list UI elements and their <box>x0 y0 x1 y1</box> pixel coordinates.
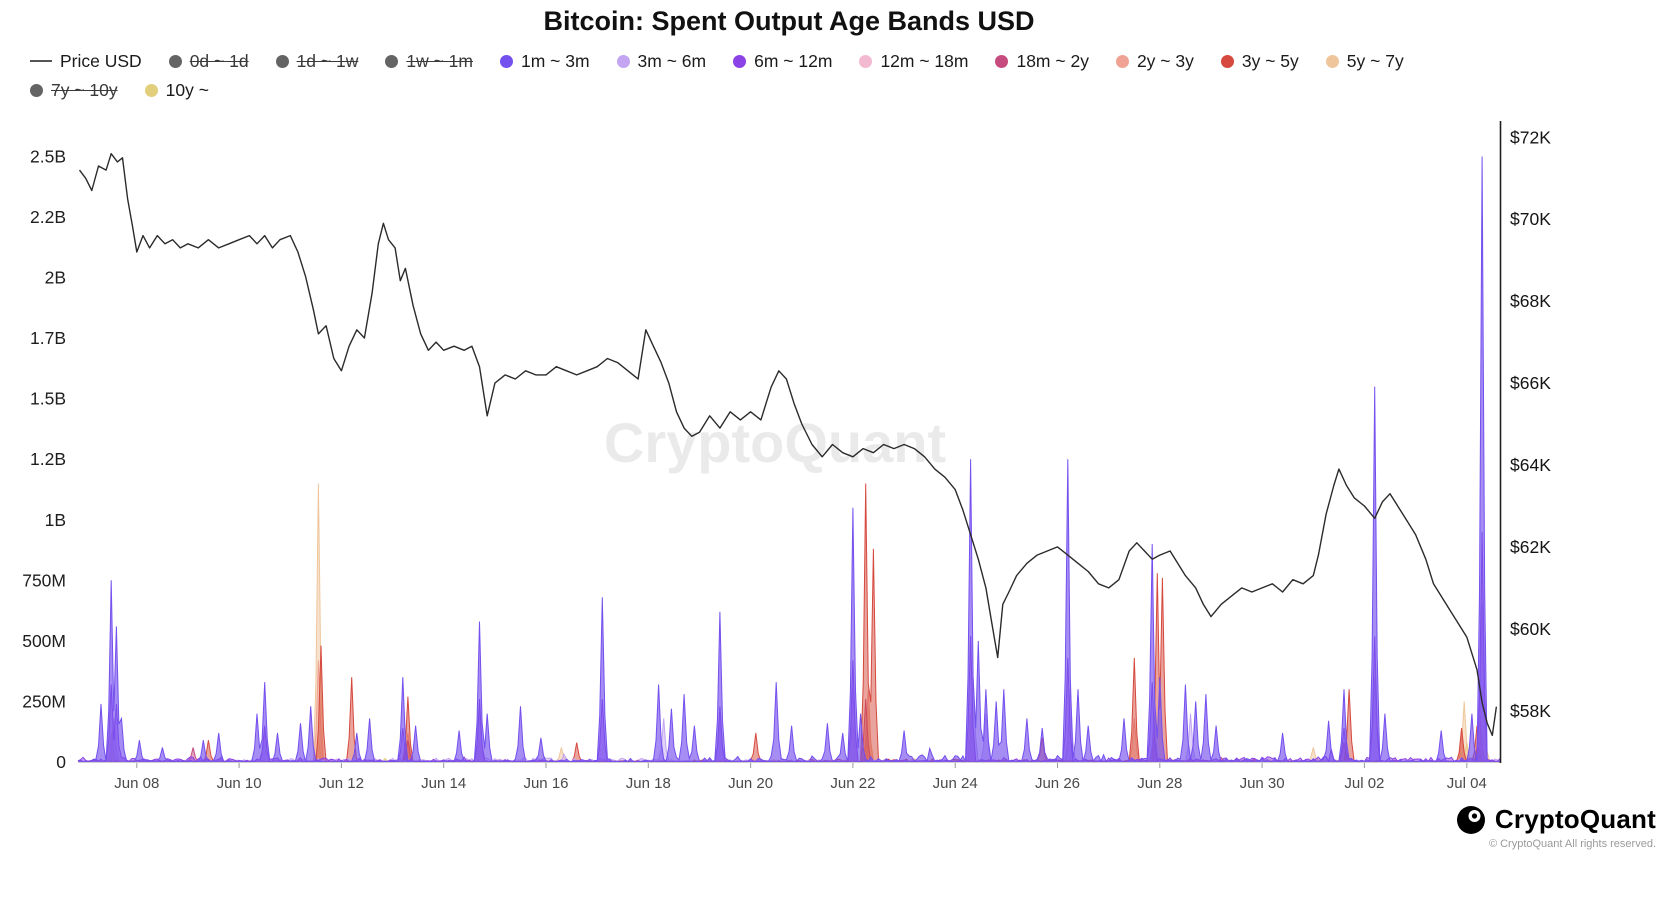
brand-name: CryptoQuant <box>1494 804 1656 834</box>
legend-item-1w-1m[interactable]: 1w ~ 1m <box>385 48 473 74</box>
legend-item-12m-18m[interactable]: 12m ~ 18m <box>859 48 968 74</box>
left-axis-label: 250M <box>22 691 66 711</box>
left-axis-label: 500M <box>22 631 66 651</box>
legend-label: 2y ~ 3y <box>1136 51 1194 71</box>
series-dot-icon <box>1220 54 1234 68</box>
x-axis-label: Jun 30 <box>1240 775 1285 792</box>
legend-item-3m-6m[interactable]: 3m ~ 6m <box>616 48 707 74</box>
legend-item-0d-1d[interactable]: 0d ~ 1d <box>168 48 249 74</box>
band-fill-2y-3y <box>78 660 1500 762</box>
band-line-3y-5y <box>77 483 1501 763</box>
legend-item-10y[interactable]: 10y ~ <box>144 77 209 103</box>
left-axis-label: 2B <box>45 268 66 288</box>
legend-label: 6m ~ 12m <box>754 51 833 71</box>
price-line-marker <box>30 59 52 63</box>
band-line-3m-6m <box>77 604 1501 763</box>
x-axis-label: Jun 10 <box>217 775 262 792</box>
x-axis-label: Jun 18 <box>626 775 671 792</box>
legend-row-1: Price USD 0d ~ 1d 1d ~ 1w 1w ~ 1m 1m ~ 3m 3m … <box>30 48 1652 74</box>
x-axis-label: Jun 20 <box>728 775 773 792</box>
right-axis-label: $60K <box>1510 619 1551 639</box>
x-axis-label: Jun 22 <box>830 775 875 792</box>
right-axis-label: $70K <box>1510 209 1551 229</box>
x-axis-label: Jun 24 <box>933 775 978 792</box>
x-axis-label: Jun 16 <box>523 775 568 792</box>
legend-label: 3y ~ 5y <box>1241 51 1299 71</box>
legend-label: 1m ~ 3m <box>520 51 590 71</box>
copyright-text: © CryptoQuant All rights reserved. <box>1488 838 1656 850</box>
x-axis-label: Jun 28 <box>1137 775 1182 792</box>
x-axis-label: Jul 02 <box>1344 775 1384 792</box>
legend-item-7y-10y[interactable]: 7y ~ 10y <box>30 77 118 103</box>
band-fill-6m-12m <box>78 531 1500 762</box>
watermark: CryptoQuant <box>604 411 946 474</box>
legend-label: 12m ~ 18m <box>880 51 969 71</box>
left-axis-label: 1.2B <box>30 449 66 469</box>
legend-item-5y-7y[interactable]: 5y ~ 7y <box>1325 48 1404 74</box>
price-line <box>78 153 1498 737</box>
legend-item-18m-2y[interactable]: 18m ~ 2y <box>995 48 1089 74</box>
series-dot-icon <box>859 54 873 68</box>
series-dot-icon <box>499 54 513 68</box>
legend-item-1d-1w[interactable]: 1d ~ 1w <box>275 48 359 74</box>
band-fill-3m-6m <box>78 604 1500 762</box>
right-axis-label: $66K <box>1510 373 1551 393</box>
legend-label: 7y ~ 10y <box>51 80 118 100</box>
band-fill-5y-7y <box>78 483 1500 762</box>
series-dot-icon <box>385 54 399 68</box>
legend-item-6m-12m[interactable]: 6m ~ 12m <box>733 48 832 74</box>
band-line-2y-3y <box>77 660 1501 763</box>
legend-item-2y-3y[interactable]: 2y ~ 3y <box>1115 48 1194 74</box>
legend-label: 10y ~ <box>165 80 209 100</box>
band-line-6m-12m <box>77 531 1501 763</box>
legend-item-price-usd[interactable]: Price USD <box>30 48 142 74</box>
series-dot-icon <box>733 54 747 68</box>
series-dot-icon <box>1115 54 1129 68</box>
legend-item-3y-5y[interactable]: 3y ~ 5y <box>1220 48 1299 74</box>
series-dot-icon <box>168 54 182 68</box>
left-axis-label: 2.2B <box>30 207 66 227</box>
right-axis-label: $58K <box>1510 701 1551 721</box>
legend-item-1m-3m[interactable]: 1m ~ 3m <box>499 48 590 74</box>
cryptoquant-logo-icon <box>1456 805 1486 835</box>
right-axis-label: $62K <box>1510 537 1551 557</box>
band-fill-3y-5y <box>78 483 1500 762</box>
series-dot-icon <box>995 54 1009 68</box>
legend-label: Price USD <box>60 51 142 71</box>
legend: Price USD 0d ~ 1d 1d ~ 1w 1w ~ 1m 1m ~ 3m 3m … <box>30 48 1652 103</box>
legend-label: 3m ~ 6m <box>637 51 707 71</box>
left-axis-label: 1.5B <box>30 389 66 409</box>
left-axis-label: 1.7B <box>30 328 66 348</box>
footer-brand: CryptoQuant © CryptoQuant All rights res… <box>1456 804 1656 850</box>
legend-label: 1d ~ 1w <box>296 51 359 71</box>
x-axis-label: Jul 04 <box>1447 775 1487 792</box>
left-axis-label: 0 <box>56 752 66 772</box>
x-axis-label: Jun 26 <box>1035 775 1080 792</box>
left-axis-label: 750M <box>22 570 66 590</box>
legend-row-2: 7y ~ 10y 10y ~ <box>30 77 1652 103</box>
series-dot-icon <box>144 83 158 97</box>
right-axis-label: $72K <box>1510 127 1551 147</box>
page-title: Bitcoin: Spent Output Age Bands USD <box>543 6 1035 36</box>
age-band-series <box>77 156 1501 763</box>
legend-label: 18m ~ 2y <box>1016 51 1089 71</box>
series-dot-icon <box>30 83 43 97</box>
band-line-1m-3m <box>77 156 1500 763</box>
legend-label: 0d ~ 1d <box>189 51 249 71</box>
x-axis-label: Jun 12 <box>319 775 364 792</box>
series-dot-icon <box>275 54 289 68</box>
left-axis-label: 1B <box>45 510 66 530</box>
band-line-5y-7y <box>78 483 1501 763</box>
x-axis-label: Jun 14 <box>421 775 466 792</box>
x-axis-label: Jun 08 <box>114 775 159 792</box>
series-dot-icon <box>1325 54 1339 68</box>
right-axis-label: $64K <box>1510 455 1551 475</box>
left-axis-label: 2.5B <box>30 147 66 167</box>
right-axis-label: $68K <box>1510 291 1551 311</box>
series-dot-icon <box>616 54 630 68</box>
legend-label: 1w ~ 1m <box>406 51 473 71</box>
axes: Jun 08 Jun 10 Jun 12 Jun 14 Jun 16 Jun 18 Jun … <box>22 121 1551 792</box>
legend-label: 5y ~ 7y <box>1346 51 1404 71</box>
